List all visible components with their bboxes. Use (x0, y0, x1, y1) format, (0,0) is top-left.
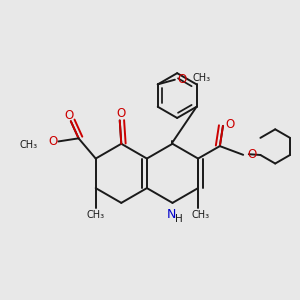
Text: O: O (248, 148, 257, 161)
Text: CH₃: CH₃ (87, 210, 105, 220)
Text: O: O (64, 109, 74, 122)
Text: N: N (167, 208, 176, 221)
Text: CH₃: CH₃ (193, 73, 211, 83)
Text: CH₃: CH₃ (19, 140, 37, 150)
Text: O: O (177, 73, 187, 85)
Text: O: O (117, 107, 126, 120)
Text: O: O (48, 135, 57, 148)
Text: H: H (176, 214, 183, 224)
Text: CH₃: CH₃ (191, 210, 210, 220)
Text: O: O (225, 118, 234, 131)
